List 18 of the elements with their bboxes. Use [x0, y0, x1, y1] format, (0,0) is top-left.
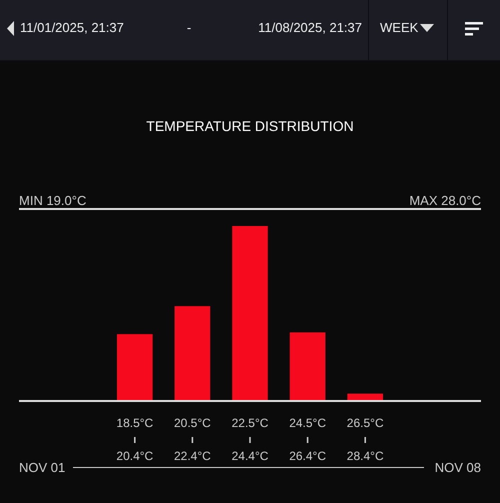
- text: NOV 01: [19, 460, 66, 476]
- chart-title: TEMPERATURE DISTRIBUTION: [145, 118, 355, 134]
- bar: [116, 334, 153, 401]
- bar: [290, 332, 326, 401]
- text: MAX 28.0°C: [409, 193, 481, 209]
- text: NOV 08: [434, 460, 481, 476]
- bar: [232, 226, 268, 401]
- text: WEEK: [380, 20, 418, 36]
- bar: [174, 306, 210, 401]
- text: MIN 19.0°C: [19, 193, 86, 209]
- category-label: 22.5°C 24.4°C: [232, 416, 268, 463]
- text: -: [186, 20, 192, 36]
- text: 11/01/2025, 21:37: [20, 20, 124, 36]
- category-label: 20.5°C 22.4°C: [174, 416, 211, 463]
- category-label: 18.5°C 20.4°C: [116, 416, 154, 463]
- category-label: 24.5°C 26.4°C: [289, 416, 326, 463]
- text: 11/08/2025, 21:37: [258, 20, 362, 36]
- category-label: 26.5°C 28.4°C: [346, 416, 384, 463]
